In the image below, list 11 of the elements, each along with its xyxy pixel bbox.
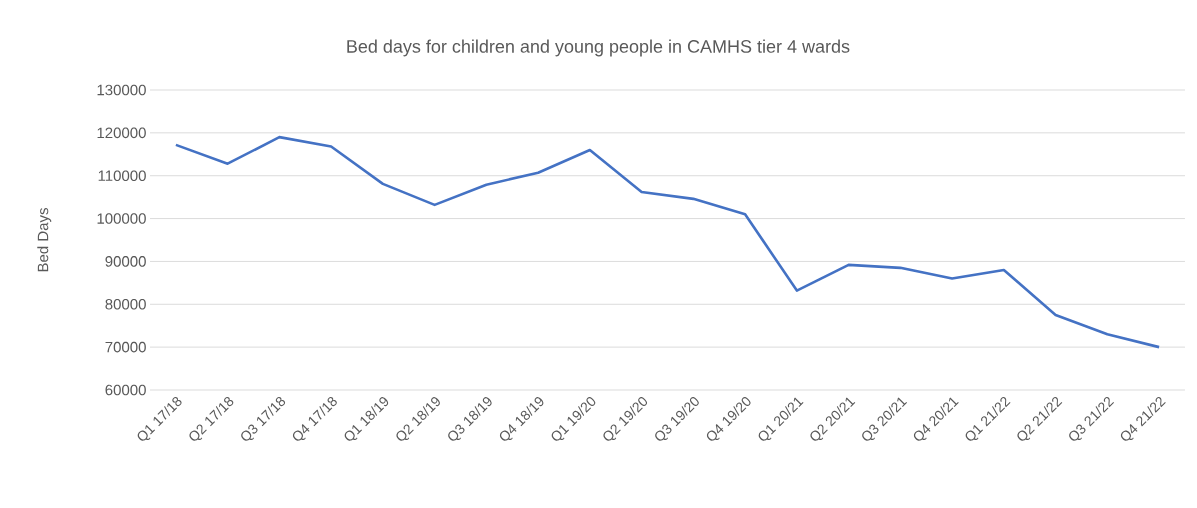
y-tick-label: 110000 <box>98 170 146 182</box>
y-tick-label: 130000 <box>97 84 146 96</box>
y-tick-label: 80000 <box>105 298 146 310</box>
y-tick-label: 70000 <box>105 341 146 353</box>
y-tick-label: 120000 <box>97 127 146 139</box>
chart-title: Bed days for children and young people in CAMHS tier 4 wards <box>347 39 850 57</box>
line-series <box>174 135 1161 349</box>
y-tick-label: 90000 <box>105 256 146 267</box>
y-tick-label: 60000 <box>105 384 146 396</box>
y-tick-label: 100000 <box>97 213 146 224</box>
y-axis-title: Bed Days <box>37 208 52 272</box>
